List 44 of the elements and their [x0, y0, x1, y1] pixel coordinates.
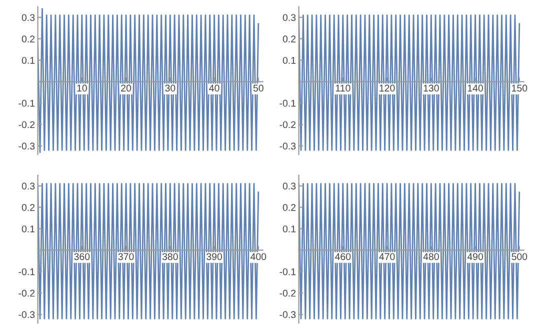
y-tick-label: -0.1	[18, 268, 35, 276]
x-tick-label: 140	[468, 84, 483, 92]
x-tick-label: 460	[335, 253, 351, 260]
x-tick-label: 30	[165, 84, 176, 92]
y-tick-label: 0.3	[282, 14, 296, 21]
y-tick-label: -0.3	[280, 311, 296, 318]
y-tick-label: -0.2	[280, 290, 296, 297]
x-tick-label: 360	[74, 253, 90, 260]
x-tick-label: 400	[250, 253, 266, 260]
y-tick-label: 0.3	[282, 182, 296, 190]
y-tick-label: 0.1	[282, 56, 296, 64]
y-tick-label: 0.1	[22, 56, 35, 64]
y-tick-label: -0.3	[18, 311, 35, 318]
x-tick-label: 120	[380, 84, 395, 92]
x-tick-label: 370	[118, 253, 134, 260]
y-tick-label: -0.2	[18, 290, 35, 297]
x-tick-label: 490	[467, 253, 483, 260]
y-tick-label: -0.2	[18, 121, 35, 128]
y-tick-label: 0.1	[282, 225, 296, 232]
x-tick-label: 130	[424, 84, 439, 92]
x-tick-label: 380	[162, 253, 178, 260]
x-tick-label: 390	[206, 253, 222, 260]
x-tick-label: 10	[77, 84, 87, 92]
y-tick-label: -0.1	[280, 100, 296, 107]
y-tick-label: 0.3	[22, 182, 35, 190]
y-tick-label: 0.1	[22, 225, 35, 232]
y-tick-label: 0.2	[22, 36, 35, 42]
x-tick-label: 470	[379, 253, 395, 260]
x-tick-label: 150	[512, 84, 528, 92]
y-tick-label: 0.3	[22, 14, 35, 21]
y-tick-label: 0.2	[282, 204, 296, 211]
y-tick-label: 0.2	[282, 36, 296, 42]
y-tick-label: -0.2	[280, 121, 296, 128]
x-tick-label: 500	[512, 253, 528, 260]
x-tick-label: 110	[336, 84, 350, 92]
x-tick-label: 50	[253, 84, 264, 92]
y-tick-label: -0.3	[280, 142, 296, 150]
x-tick-label: 480	[423, 253, 439, 260]
y-tick-label: -0.3	[18, 142, 35, 150]
x-tick-label: 20	[121, 84, 132, 92]
y-tick-label: -0.1	[18, 100, 35, 107]
y-tick-label: -0.1	[280, 268, 296, 276]
x-tick-label: 40	[209, 84, 220, 92]
y-tick-label: 0.2	[22, 204, 35, 211]
